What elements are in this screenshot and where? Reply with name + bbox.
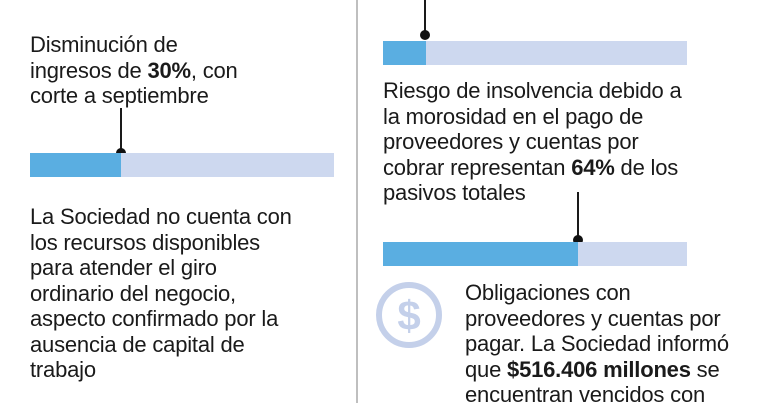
- income-decrease-bar-fill: [30, 153, 122, 177]
- insolvency-marker-line: [577, 192, 579, 236]
- insolvency-bar-fill: [383, 242, 578, 266]
- income-marker-line: [120, 108, 122, 152]
- top-marker-line: [424, 0, 426, 34]
- column-divider: [356, 0, 358, 403]
- insolvency-marker-dot: [573, 235, 583, 245]
- insolvency-bar: [383, 242, 687, 266]
- income-decrease-bar: [30, 153, 334, 177]
- insolvency-risk-text: Riesgo de insolvencia debido a la morosi…: [383, 78, 682, 205]
- svg-text:$: $: [397, 292, 420, 339]
- obligations-text: Obligaciones con proveedores y cuentas p…: [465, 280, 729, 407]
- income-decrease-text: Disminución de ingresos de 30%, con cort…: [30, 32, 238, 108]
- top-progress-bar: [383, 41, 687, 65]
- no-resources-text: La Sociedad no cuenta con los recursos d…: [30, 204, 292, 382]
- dollar-circle-icon: $: [374, 280, 444, 350]
- top-marker-dot: [420, 30, 430, 40]
- top-progress-bar-fill: [383, 41, 426, 65]
